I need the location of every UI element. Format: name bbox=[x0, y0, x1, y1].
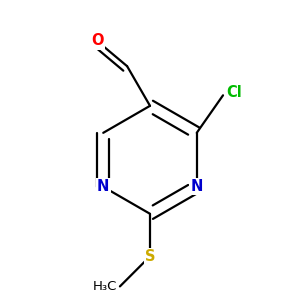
Text: S: S bbox=[145, 249, 155, 264]
Text: O: O bbox=[91, 33, 103, 48]
Text: N: N bbox=[97, 179, 110, 194]
Text: N: N bbox=[190, 179, 203, 194]
Text: H₃C: H₃C bbox=[92, 280, 117, 293]
Text: Cl: Cl bbox=[226, 85, 242, 100]
